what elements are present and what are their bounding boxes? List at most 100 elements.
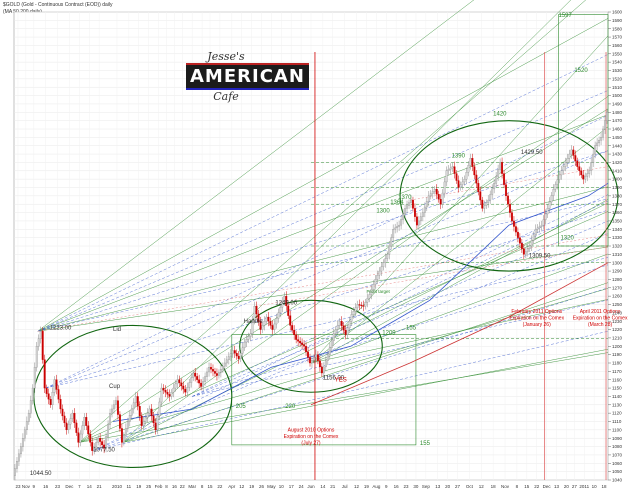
- candle-body: [61, 408, 64, 417]
- annotation-label: 1390: [452, 153, 466, 159]
- candle-body: [479, 191, 482, 201]
- candle-body: [516, 231, 519, 238]
- pattern-cup: [33, 324, 233, 469]
- candle-body: [212, 369, 214, 372]
- candle-body: [600, 137, 603, 141]
- candle-body: [455, 173, 458, 181]
- price-tick-label: 1510: [612, 85, 623, 90]
- blue-trend-line: [93, 330, 609, 451]
- candle-body: [146, 412, 149, 418]
- blue-trend-line: [93, 233, 609, 451]
- price-tick-label: 1050: [612, 469, 623, 474]
- candle-body: [233, 350, 236, 354]
- annotation-label: 1156.00: [323, 376, 345, 382]
- date-tick-label: 23: [55, 484, 61, 489]
- candle-body: [461, 181, 464, 185]
- candle-body: [269, 321, 272, 326]
- candle-body: [392, 229, 395, 238]
- date-tick-label: 14: [87, 484, 93, 489]
- price-tick-label: 1300: [612, 260, 623, 265]
- candle-body: [451, 166, 454, 169]
- candle-body: [380, 266, 383, 272]
- date-tick-label: Apr: [228, 484, 236, 489]
- candle-body: [374, 279, 377, 285]
- price-tick-label: 1600: [612, 10, 623, 15]
- date-tick-label: 21: [97, 484, 103, 489]
- price-tick-label: 1320: [612, 244, 623, 249]
- price-tick-label: 1070: [612, 453, 623, 458]
- candle-body: [368, 294, 371, 299]
- candle-body: [544, 213, 547, 220]
- candle-body: [550, 195, 553, 203]
- date-tick-label: 19: [364, 484, 370, 489]
- price-tick-label: 1550: [612, 51, 623, 56]
- candle-body: [245, 339, 248, 343]
- candle-body: [316, 354, 319, 361]
- candle-body: [225, 359, 228, 364]
- candle-body: [223, 362, 226, 367]
- candle-body: [196, 376, 199, 380]
- candle-body: [584, 176, 587, 180]
- green-trend-line: [122, 0, 572, 443]
- date-tick-label: Jun: [307, 484, 315, 489]
- candle-body: [27, 412, 30, 422]
- candle-body: [334, 329, 337, 334]
- annotation-label: Lid: [113, 327, 121, 333]
- date-tick-label: 13: [435, 484, 441, 489]
- price-tick-label: 1240: [612, 310, 623, 315]
- moving-average-MA50: [112, 182, 609, 422]
- blue-trend-line: [45, 150, 609, 389]
- green-trend-line: [122, 348, 609, 443]
- candle-body: [77, 432, 80, 443]
- green-trend-line: [37, 18, 609, 332]
- candle-body: [43, 359, 46, 389]
- candle-body: [95, 442, 98, 447]
- candle-body: [421, 212, 424, 217]
- trend-lines: [37, 0, 609, 451]
- chart-title: $GOLD (Gold - Continuous Contract (EOD))…: [3, 2, 113, 8]
- candle-body: [299, 341, 302, 344]
- candle-body: [534, 229, 537, 236]
- candle-body: [342, 325, 345, 331]
- green-trend-line: [79, 108, 609, 443]
- candle-body: [566, 158, 569, 163]
- candle-body: [495, 176, 498, 184]
- candle-body: [188, 382, 191, 388]
- price-tick-label: 1410: [612, 168, 623, 173]
- date-tick-label: 2011: [579, 484, 589, 489]
- candle-body: [75, 422, 78, 433]
- candle-body: [358, 304, 361, 306]
- candle-body: [475, 174, 478, 184]
- candle-body: [154, 422, 157, 431]
- candle-body: [435, 189, 438, 195]
- options-expiration-note: August 2010 Options: [288, 428, 335, 434]
- candle-body: [568, 153, 571, 159]
- candle-body: [437, 194, 440, 200]
- candle-body: [372, 284, 375, 290]
- candle-body: [190, 377, 193, 383]
- candle-body: [198, 379, 201, 384]
- price-tick-label: 1500: [612, 93, 623, 98]
- candle-body: [511, 212, 513, 222]
- price-tick-label: 1470: [612, 118, 623, 123]
- candle-body: [241, 347, 244, 354]
- green-trend-line: [37, 0, 475, 332]
- date-tick-label: 2010: [112, 484, 123, 489]
- candle-body: [309, 357, 311, 364]
- price-tick-label: 1280: [612, 277, 623, 282]
- date-tick-label: Feb: [155, 484, 163, 489]
- candle-body: [578, 166, 581, 171]
- candle-body: [33, 367, 36, 389]
- candle-body: [463, 178, 466, 183]
- candle-body: [81, 425, 84, 435]
- candle-body: [518, 237, 521, 244]
- candle-body: [237, 355, 240, 359]
- candle-body: [73, 412, 76, 424]
- candle-body: [354, 307, 357, 312]
- price-tick-label: 1460: [612, 127, 623, 132]
- candle-body: [362, 305, 365, 307]
- moving-average-MA200: [310, 262, 609, 406]
- candle-body: [324, 360, 327, 368]
- date-tick-label: 22: [180, 484, 186, 489]
- candle-body: [588, 170, 591, 174]
